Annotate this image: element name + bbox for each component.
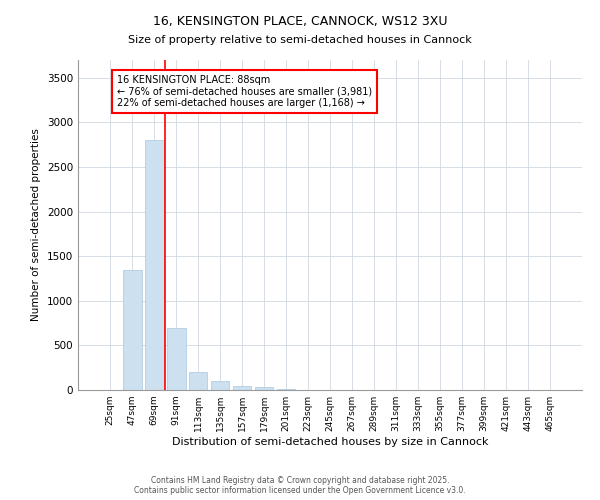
Text: Size of property relative to semi-detached houses in Cannock: Size of property relative to semi-detach… [128, 35, 472, 45]
X-axis label: Distribution of semi-detached houses by size in Cannock: Distribution of semi-detached houses by … [172, 437, 488, 447]
Bar [123, 270, 142, 390]
Text: Contains HM Land Registry data © Crown copyright and database right 2025.
Contai: Contains HM Land Registry data © Crown c… [134, 476, 466, 495]
Bar [211, 381, 229, 390]
Text: 16 KENSINGTON PLACE: 88sqm
← 76% of semi-detached houses are smaller (3,981)
22%: 16 KENSINGTON PLACE: 88sqm ← 76% of semi… [117, 75, 372, 108]
Bar [233, 386, 251, 390]
Bar [255, 388, 274, 390]
Y-axis label: Number of semi-detached properties: Number of semi-detached properties [31, 128, 41, 322]
Bar [167, 328, 185, 390]
Bar [145, 140, 164, 390]
Bar [189, 372, 208, 390]
Text: 16, KENSINGTON PLACE, CANNOCK, WS12 3XU: 16, KENSINGTON PLACE, CANNOCK, WS12 3XU [153, 15, 447, 28]
Bar [277, 388, 295, 390]
